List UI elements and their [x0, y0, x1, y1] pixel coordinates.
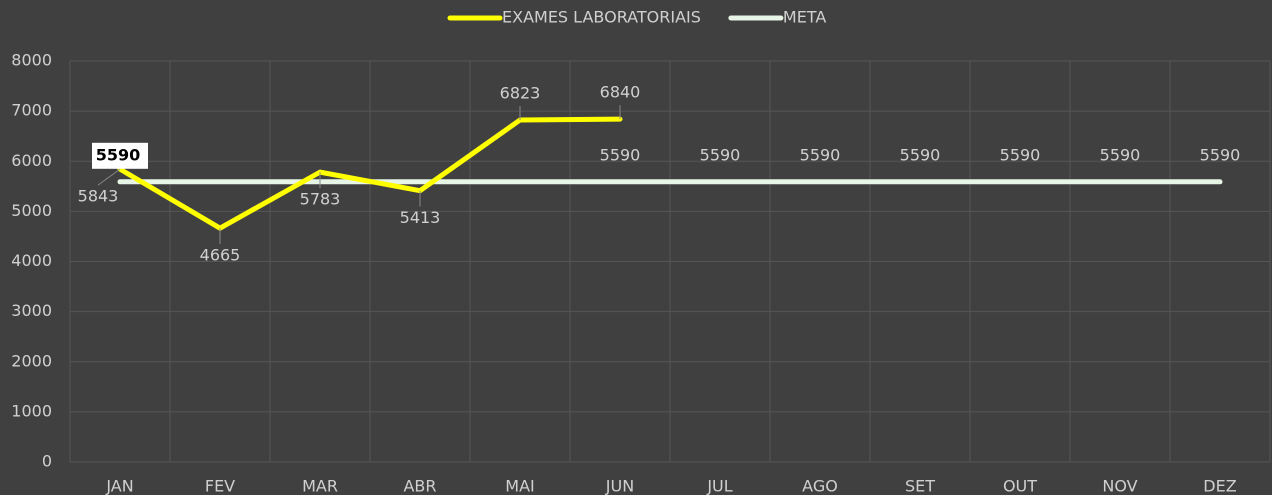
data-label: 6840	[600, 83, 641, 102]
y-tick-label: 7000	[11, 101, 52, 120]
y-tick-label: 1000	[11, 401, 52, 420]
data-label: 5590	[900, 145, 941, 164]
data-label: 5783	[300, 190, 341, 209]
x-tick-label: NOV	[1102, 477, 1137, 495]
y-tick-label: 8000	[11, 51, 52, 70]
x-tick-label: FEV	[205, 477, 235, 495]
legend-label: META	[783, 8, 826, 27]
data-label: 5590	[1200, 145, 1241, 164]
data-label: 5590	[700, 145, 741, 164]
x-tick-label: SET	[905, 477, 935, 495]
series-line	[117, 116, 623, 231]
data-label: 6823	[500, 83, 541, 102]
leader-line	[97, 168, 121, 186]
y-tick-label: 3000	[11, 301, 52, 320]
x-tick-label: JAN	[105, 477, 133, 495]
x-tick-label: JUN	[605, 477, 634, 495]
data-label: 5590	[96, 145, 141, 164]
data-label: 5590	[800, 145, 841, 164]
x-tick-label: AGO	[802, 477, 838, 495]
data-label: 5413	[400, 208, 441, 227]
x-tick-label: MAR	[302, 477, 338, 495]
y-tick-label: 0	[42, 452, 52, 471]
data-label: 5590	[600, 145, 641, 164]
data-label: 5590	[1100, 145, 1141, 164]
data-label: 5590	[1000, 145, 1041, 164]
legend-label: EXAMES LABORATORIAIS	[502, 8, 701, 27]
x-tick-label: ABR	[403, 477, 436, 495]
data-label-box	[92, 142, 148, 169]
y-tick-label: 4000	[11, 251, 52, 270]
y-tick-label: 6000	[11, 151, 52, 170]
y-tick-label: 2000	[11, 351, 52, 370]
data-label: 5843	[78, 187, 119, 206]
x-tick-label: DEZ	[1203, 477, 1236, 495]
x-tick-label: JUL	[706, 477, 732, 495]
data-label: 4665	[200, 246, 241, 265]
x-tick-label: OUT	[1003, 477, 1037, 495]
y-tick-label: 5000	[11, 201, 52, 220]
x-tick-label: MAI	[505, 477, 534, 495]
